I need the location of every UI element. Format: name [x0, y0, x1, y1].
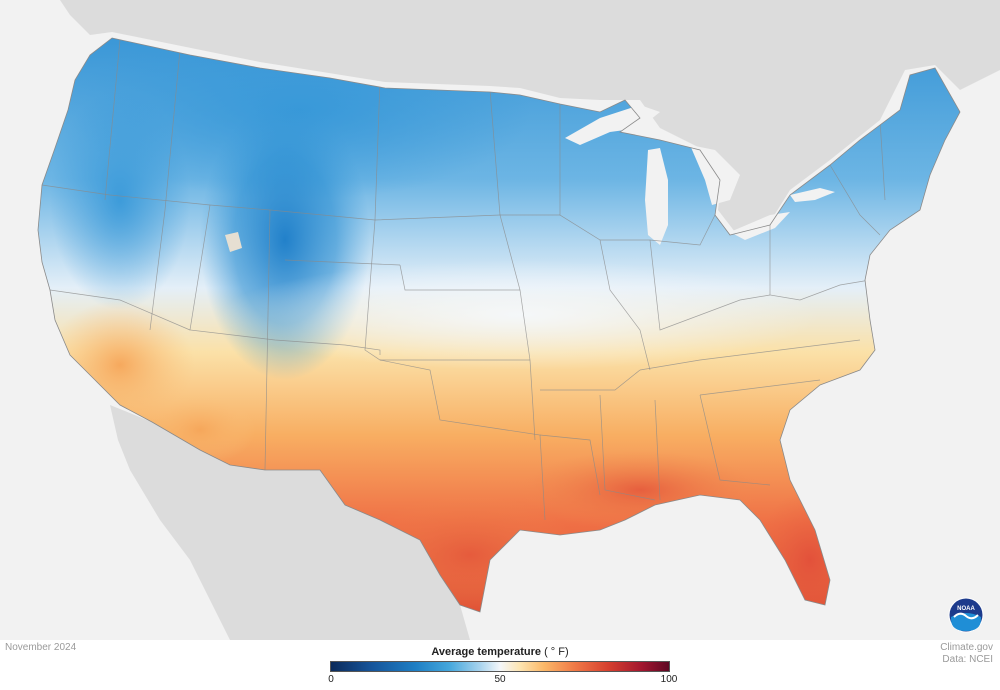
lake-erie — [730, 212, 790, 240]
legend-unit: ( ° F) — [544, 646, 569, 658]
lake-huron — [690, 145, 740, 205]
map-panel: NOAA — [0, 0, 1000, 640]
credits: Climate.gov Data: NCEI — [940, 642, 993, 666]
date-label: November 2024 — [5, 642, 77, 653]
credit-source: Data: NCEI — [942, 654, 993, 665]
noaa-logo-icon: NOAA — [948, 597, 984, 633]
great-salt-lake — [225, 232, 242, 252]
footer: November 2024 Average temperature ( ° F)… — [0, 640, 1000, 690]
legend-tick-50: 50 — [494, 674, 506, 685]
legend-title: Average temperature ( ° F) — [330, 645, 670, 659]
lake-ontario — [790, 188, 835, 202]
noaa-logo: NOAA — [948, 597, 984, 633]
canada-landmass — [60, 0, 1000, 232]
state-borders — [41, 39, 886, 521]
legend-tick-0: 0 — [328, 674, 334, 685]
credit-site: Climate.gov — [940, 642, 993, 653]
mexico-landmass — [110, 405, 470, 640]
svg-text:NOAA: NOAA — [957, 606, 975, 612]
legend-tick-100: 100 — [660, 674, 678, 685]
temperature-map — [37, 0, 1000, 640]
lake-michigan — [645, 148, 668, 245]
legend-title-text: Average temperature — [431, 646, 541, 658]
lake-superior — [565, 105, 660, 145]
legend-color-bar — [330, 661, 670, 672]
